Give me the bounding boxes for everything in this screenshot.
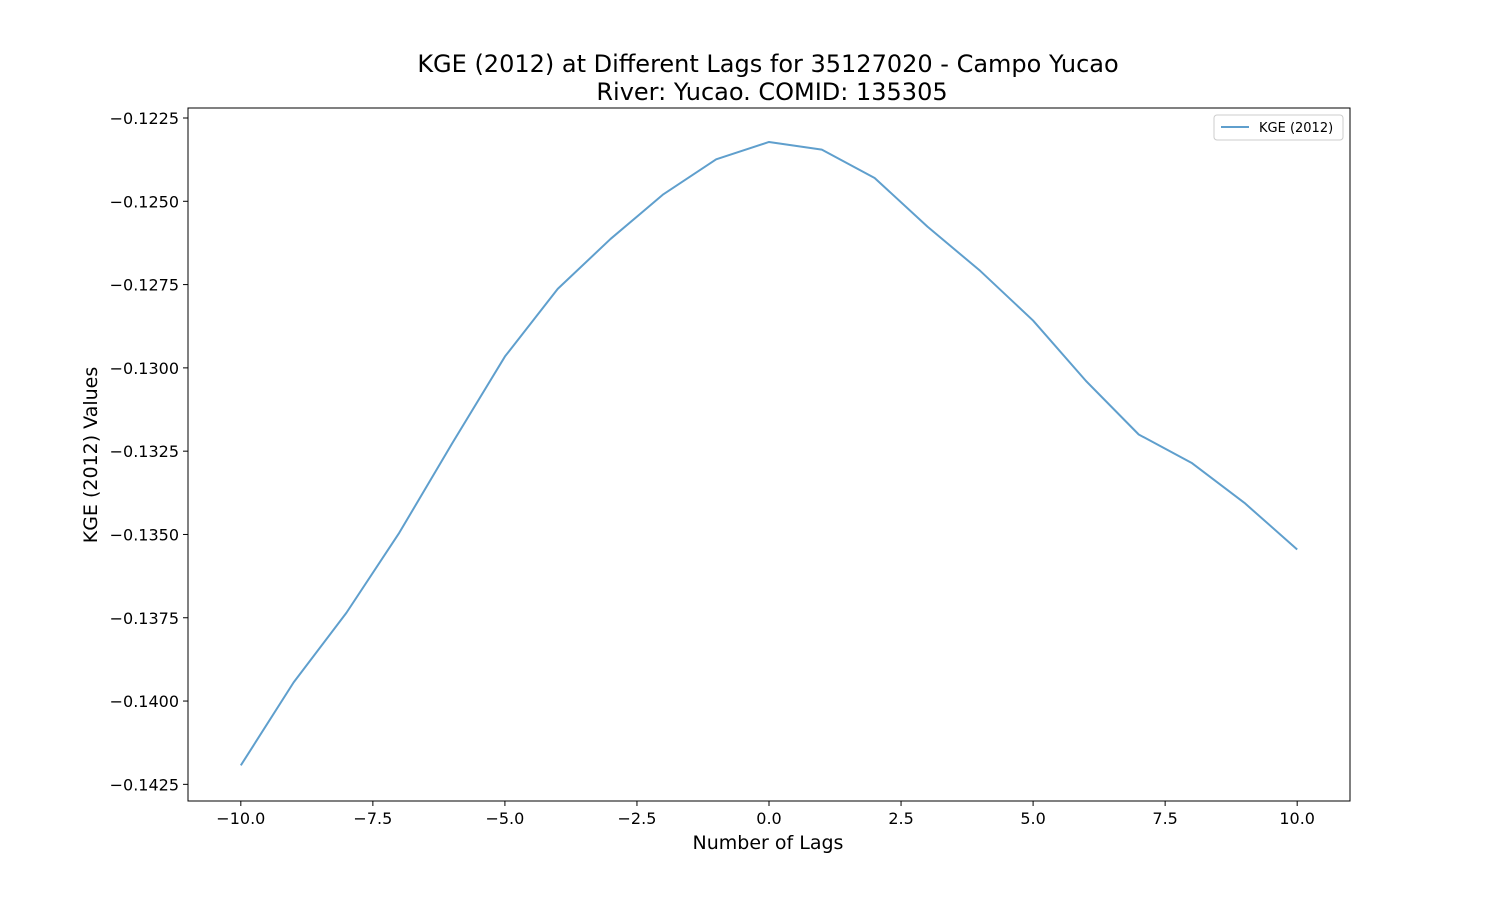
y-tick-label: −0.1350 xyxy=(110,525,179,544)
x-tick-label: 2.5 xyxy=(888,809,913,828)
y-axis: −0.1225 −0.1250 −0.1275 −0.1300 −0.1325 −0.13… xyxy=(110,109,188,794)
y-tick-label: −0.1425 xyxy=(110,775,179,794)
series-line-0 xyxy=(239,140,1298,766)
x-axis-label: Number of Lags xyxy=(693,832,844,854)
y-tick-label: −0.1300 xyxy=(110,359,179,378)
plot-area xyxy=(239,140,1298,766)
x-tick-label: −7.5 xyxy=(353,809,392,828)
x-tick-label: 0.0 xyxy=(756,809,781,828)
legend: KGE (2012) xyxy=(1213,114,1344,141)
y-axis-label: KGE (2012) Values xyxy=(80,367,102,544)
x-tick-label: 5.0 xyxy=(1020,809,1045,828)
x-tick-label: −5.0 xyxy=(485,809,524,828)
y-tick-label: −0.1400 xyxy=(110,692,179,711)
y-tick-label: −0.1375 xyxy=(110,609,179,628)
y-tick-label: −0.1250 xyxy=(110,192,179,211)
chart-title: KGE (2012) at Different Lags for 3512702… xyxy=(417,50,1118,78)
x-axis: −10.0 −7.5 −5.0 −2.5 0.0 2.5 5.0 7.5 10.0 xyxy=(216,801,1315,828)
legend-entry-label: KGE (2012) xyxy=(1259,121,1333,136)
y-tick-label: −0.1225 xyxy=(110,109,179,128)
chart-subtitle: River: Yucao. COMID: 135305 xyxy=(596,78,947,106)
x-tick-label: 7.5 xyxy=(1152,809,1177,828)
y-tick-label: −0.1275 xyxy=(110,276,179,295)
y-tick-label: −0.1325 xyxy=(110,442,179,461)
x-tick-label: −2.5 xyxy=(618,809,657,828)
plot-frame xyxy=(187,107,1351,802)
x-tick-label: 10.0 xyxy=(1279,809,1315,828)
x-tick-label: −10.0 xyxy=(216,809,265,828)
legend-frame xyxy=(1213,114,1344,141)
